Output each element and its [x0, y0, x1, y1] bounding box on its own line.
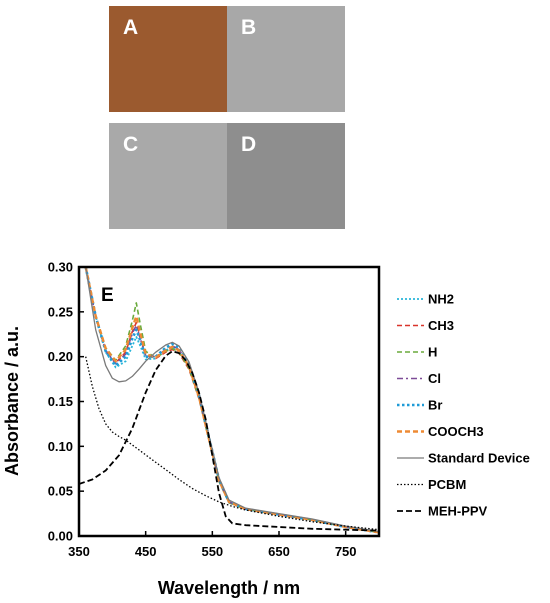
series-line-h: [84, 266, 380, 534]
legend-label-ch3: CH3: [428, 318, 454, 333]
series-layer: [78, 266, 380, 534]
y-tick-label: 0.00: [48, 529, 73, 544]
panel-b-image: B: [227, 6, 345, 112]
x-tick-label: 650: [268, 544, 290, 559]
series-line-meh-ppv: [78, 350, 380, 532]
y-tick-label: 0.30: [48, 260, 73, 275]
legend: NH2 CH3 H Cl Br COOCH3 Standard Device PCBM MEH-…: [397, 292, 530, 519]
legend-label-cl: Cl: [428, 371, 441, 386]
panel-e-label: E: [101, 285, 114, 306]
series-line-pcbm: [85, 356, 380, 531]
panel-d-label: D: [241, 133, 257, 156]
x-tick-label: 750: [335, 544, 357, 559]
x-tick-label: 550: [201, 544, 223, 559]
series-line-cl: [84, 266, 380, 534]
y-tick-label: 0.15: [48, 394, 73, 409]
legend-label-cooch3: COOCH3: [428, 424, 484, 439]
legend-label-nh2: NH2: [428, 292, 454, 307]
y-tick-label: 0.25: [48, 304, 73, 319]
x-tick-label: 350: [68, 544, 90, 559]
legend-label-h: H: [428, 345, 437, 360]
series-line-standard-device: [85, 266, 380, 533]
legend-label-meh-ppv: MEH-PPV: [428, 504, 488, 519]
series-line-cooch3: [84, 266, 380, 534]
series-line-br: [84, 266, 380, 534]
y-tick-label: 0.10: [48, 439, 73, 454]
panel-b-label: B: [241, 16, 257, 39]
x-axis-ticks: 350 450 550 650 750: [68, 531, 357, 559]
x-tick-label: 450: [135, 544, 157, 559]
legend-label-br: Br: [428, 398, 442, 413]
plot-frame: [77, 265, 381, 538]
y-tick-label: 0.05: [48, 484, 73, 499]
series-line-nh2: [84, 266, 380, 534]
series-line-ch3: [84, 266, 380, 534]
panel-c-label: C: [123, 133, 139, 156]
panel-d-image: D: [227, 123, 345, 229]
y-axis-title: Absorbance / a.u.: [2, 326, 22, 476]
legend-label-pcbm: PCBM: [428, 477, 466, 492]
y-tick-label: 0.20: [48, 349, 73, 364]
legend-label-standard-device: Standard Device: [428, 451, 530, 466]
panel-a-label: A: [123, 16, 139, 39]
x-axis-title: Wavelength / nm: [158, 578, 300, 598]
y-axis-ticks: 0.00 0.05 0.10 0.15 0.20 0.25 0.30: [48, 260, 84, 544]
panel-a-image: A: [109, 6, 227, 112]
absorbance-chart: 350 450 550 650 750 0.00 0.05 0.10 0.15 0.20 0.25…: [2, 260, 530, 599]
panel-c-image: C: [109, 123, 227, 229]
